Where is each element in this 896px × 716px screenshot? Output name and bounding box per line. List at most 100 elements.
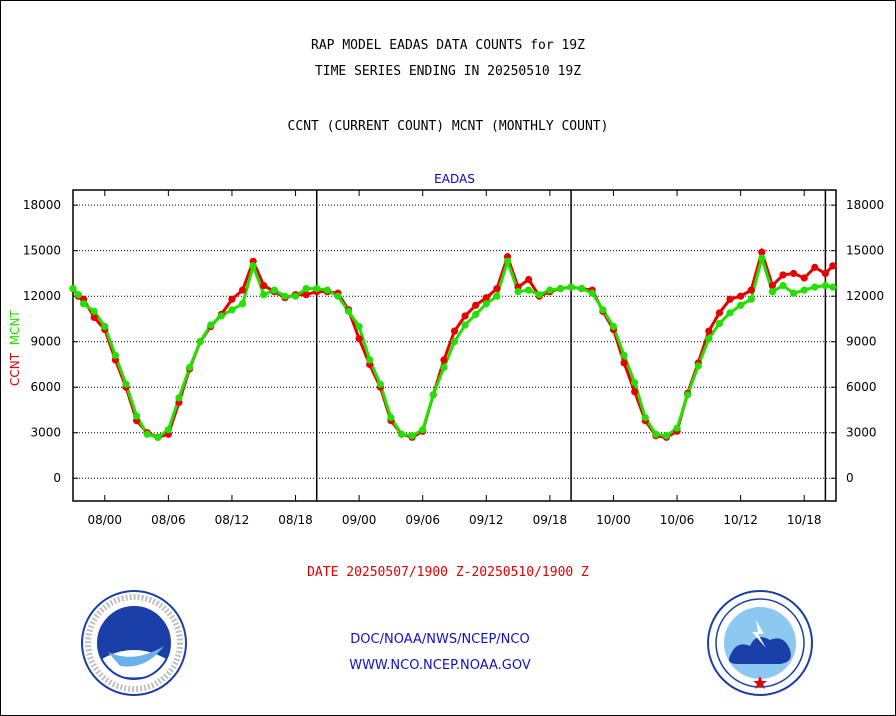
data-point-mcnt <box>270 286 278 294</box>
data-point-ccnt <box>768 281 777 290</box>
data-point-mcnt <box>175 394 183 402</box>
data-point-mcnt <box>493 292 501 300</box>
data-point-mcnt <box>74 291 82 299</box>
y-tick-label-right: 9000 <box>846 335 877 349</box>
data-point-mcnt <box>609 322 618 331</box>
data-point-ccnt <box>800 274 808 282</box>
data-point-mcnt <box>164 426 172 434</box>
data-point-ccnt <box>90 313 98 322</box>
data-point-mcnt <box>419 426 427 434</box>
data-point-mcnt <box>514 288 522 296</box>
chart-title-line-2: TIME SERIES ENDING IN 20250510 19Z <box>314 64 582 79</box>
data-point-ccnt <box>525 275 533 284</box>
data-point-mcnt <box>652 430 660 438</box>
plot-title: EADAS <box>434 172 475 186</box>
data-point-mcnt <box>811 283 819 291</box>
data-point-ccnt <box>779 271 787 279</box>
data-point-ccnt <box>631 388 639 396</box>
data-point-mcnt <box>758 254 766 262</box>
data-point-ccnt <box>493 285 501 293</box>
y-tick-label-right: 0 <box>846 471 854 485</box>
data-point-ccnt <box>726 295 734 303</box>
data-point-mcnt <box>79 300 88 308</box>
series-line-mcnt <box>71 252 834 439</box>
data-point-mcnt <box>641 413 649 422</box>
data-point-mcnt <box>673 424 681 432</box>
date-range-label: DATE 20250507/1900 Z-20250510/1900 Z <box>307 565 589 580</box>
org-path-text: DOC/NOAA/NWS/NCEP/NCO <box>350 632 530 647</box>
data-point-mcnt <box>429 391 437 399</box>
chart-title-line-3: CCNT (CURRENT COUNT) MCNT (MONTHLY COUNT… <box>287 119 609 134</box>
data-point-mcnt <box>684 391 692 399</box>
data-point-mcnt <box>143 430 151 438</box>
data-point-mcnt <box>376 380 384 388</box>
x-tick-label: 09/18 <box>533 513 568 527</box>
data-point-mcnt <box>217 312 225 320</box>
nws-logo-icon <box>707 590 813 696</box>
chart-title-line-1: RAP MODEL EADAS DATA COUNTS for 19Z <box>311 38 585 53</box>
data-point-mcnt <box>260 291 268 299</box>
data-point-mcnt <box>122 380 130 388</box>
data-point-ccnt <box>620 359 628 367</box>
data-point-mcnt <box>779 281 787 290</box>
data-point-mcnt <box>450 338 459 346</box>
data-point-mcnt <box>578 285 586 293</box>
x-tick-label: 10/12 <box>723 513 758 527</box>
x-tick-label: 10/00 <box>596 513 631 527</box>
data-point-mcnt <box>461 321 469 329</box>
data-point-mcnt <box>323 286 331 294</box>
data-point-mcnt <box>535 291 543 299</box>
x-tick-label: 10/06 <box>660 513 695 527</box>
data-point-ccnt <box>737 292 745 300</box>
y-tick-label-right: 12000 <box>846 289 884 303</box>
y-tick-label-right: 15000 <box>846 244 884 258</box>
data-point-ccnt <box>829 262 837 270</box>
data-point-mcnt <box>334 292 342 300</box>
y-tick-label-left: 12000 <box>23 289 61 303</box>
data-point-mcnt <box>238 300 247 308</box>
data-point-mcnt <box>737 301 745 309</box>
data-point-ccnt <box>238 286 247 294</box>
data-point-mcnt <box>525 286 533 294</box>
x-tick-label: 09/00 <box>342 513 377 527</box>
data-point-mcnt <box>768 288 777 296</box>
data-point-mcnt <box>800 286 808 294</box>
data-point-mcnt <box>355 322 363 331</box>
x-tick-label: 08/00 <box>87 513 122 527</box>
data-point-mcnt <box>556 285 565 293</box>
data-point-ccnt <box>228 295 236 303</box>
data-point-mcnt <box>503 257 512 265</box>
data-point-mcnt <box>705 335 713 343</box>
data-point-ccnt <box>821 269 830 278</box>
data-point-ccnt <box>461 312 469 320</box>
y-tick-label-left: 18000 <box>23 198 61 212</box>
data-point-mcnt <box>69 285 77 293</box>
data-point-mcnt <box>715 319 724 328</box>
data-point-mcnt <box>387 413 395 422</box>
data-point-ccnt <box>450 327 459 335</box>
data-point-ccnt <box>747 286 755 294</box>
data-point-mcnt <box>620 351 628 359</box>
y-tick-label-left: 15000 <box>23 244 61 258</box>
data-point-ccnt <box>715 309 724 317</box>
data-point-ccnt <box>302 291 310 299</box>
data-point-mcnt <box>249 262 257 270</box>
data-point-ccnt <box>440 356 448 364</box>
data-point-mcnt <box>366 356 374 364</box>
data-point-mcnt <box>829 283 837 291</box>
plot-area <box>72 189 837 502</box>
data-point-ccnt <box>482 294 490 302</box>
y-tick-label-right: 18000 <box>846 198 884 212</box>
data-point-mcnt <box>662 432 671 440</box>
data-point-mcnt <box>440 363 448 372</box>
data-point-mcnt <box>546 286 554 294</box>
data-point-mcnt <box>344 307 353 315</box>
data-point-mcnt <box>207 321 215 329</box>
data-point-mcnt <box>111 351 119 359</box>
website-link[interactable]: WWW.NCO.NCEP.NOAA.GOV <box>349 658 531 673</box>
data-point-mcnt <box>567 283 575 291</box>
data-point-mcnt <box>154 433 162 441</box>
data-point-mcnt <box>291 292 300 300</box>
data-point-mcnt <box>790 289 798 297</box>
y-tick-label-right: 3000 <box>846 426 877 440</box>
